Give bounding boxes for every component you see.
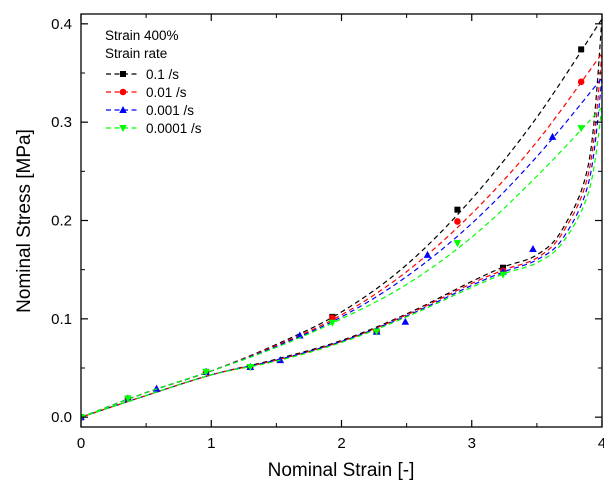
y-tick-label-3: 0.3 — [51, 114, 72, 131]
series-0-point-8 — [578, 46, 585, 53]
legend-marker-3 — [119, 125, 127, 132]
legend: Strain 400% Strain rate 0.1 /s 0.01 /s 0.0… — [105, 28, 202, 136]
ticks-layer — [80, 14, 603, 427]
tick-labels-layer: 0 1 2 3 4 0.0 0.1 0.2 0.3 0.4 — [51, 16, 604, 452]
legend-entry-1: 0.01 /s — [106, 85, 187, 100]
y-tick-label-0: 0.0 — [51, 409, 72, 426]
series-2-point-6 — [296, 331, 304, 339]
y-tick-label-1: 0.1 — [51, 311, 72, 328]
series-layer — [81, 18, 602, 422]
series-0-point-6 — [454, 206, 461, 213]
series-3-point-8 — [577, 125, 585, 133]
x-tick-label-1: 1 — [207, 435, 215, 452]
series-2-point-2 — [152, 384, 161, 392]
y-tick-label-2: 0.2 — [51, 213, 72, 230]
legend-entries: 0.1 /s 0.01 /s 0.001 /s 0.0001 /s — [106, 67, 202, 136]
series-2-point-12 — [548, 132, 557, 140]
series-3 — [81, 107, 602, 422]
legend-label-3: 0.0001 /s — [146, 121, 202, 136]
x-tick-label-3: 3 — [468, 435, 476, 452]
legend-entry-2: 0.001 /s — [106, 103, 194, 118]
series-1-point-8 — [577, 78, 585, 86]
series-3-point-2 — [202, 368, 210, 376]
series-3-loading-curve — [81, 107, 602, 418]
series-3-point-3 — [246, 364, 255, 372]
series-2-point-9 — [423, 250, 432, 258]
series-3-unloading-curve — [81, 107, 602, 418]
series-2-point-8 — [401, 317, 410, 325]
legend-marker-0 — [120, 71, 126, 77]
legend-header-2: Strain rate — [105, 46, 167, 61]
legend-header-1: Strain 400% — [105, 28, 179, 43]
series-3-point-1 — [124, 395, 132, 403]
series-3-point-7 — [499, 271, 507, 279]
x-tick-label-2: 2 — [337, 435, 345, 452]
series-3-point-4 — [328, 319, 337, 327]
series-1-point-4 — [329, 314, 336, 322]
legend-label-0: 0.1 /s — [146, 67, 179, 82]
legend-entry-0: 0.1 /s — [106, 67, 179, 82]
legend-label-1: 0.01 /s — [146, 85, 187, 100]
y-tick-label-4: 0.4 — [51, 16, 72, 33]
series-3-point-5 — [372, 328, 381, 336]
legend-entry-3: 0.0001 /s — [106, 121, 202, 136]
legend-marker-1 — [119, 88, 127, 96]
legend-marker-2 — [119, 106, 127, 113]
legend-label-2: 0.001 /s — [146, 103, 194, 118]
x-tick-label-0: 0 — [77, 435, 85, 452]
x-axis-title: Nominal Strain [-] — [268, 460, 415, 481]
series-3-point-6 — [453, 240, 462, 248]
series-2-point-11 — [529, 245, 537, 253]
x-tick-label-4: 4 — [598, 435, 604, 452]
series-1-point-6 — [454, 218, 461, 225]
y-axis-title: Nominal Stress [MPa] — [14, 129, 35, 313]
